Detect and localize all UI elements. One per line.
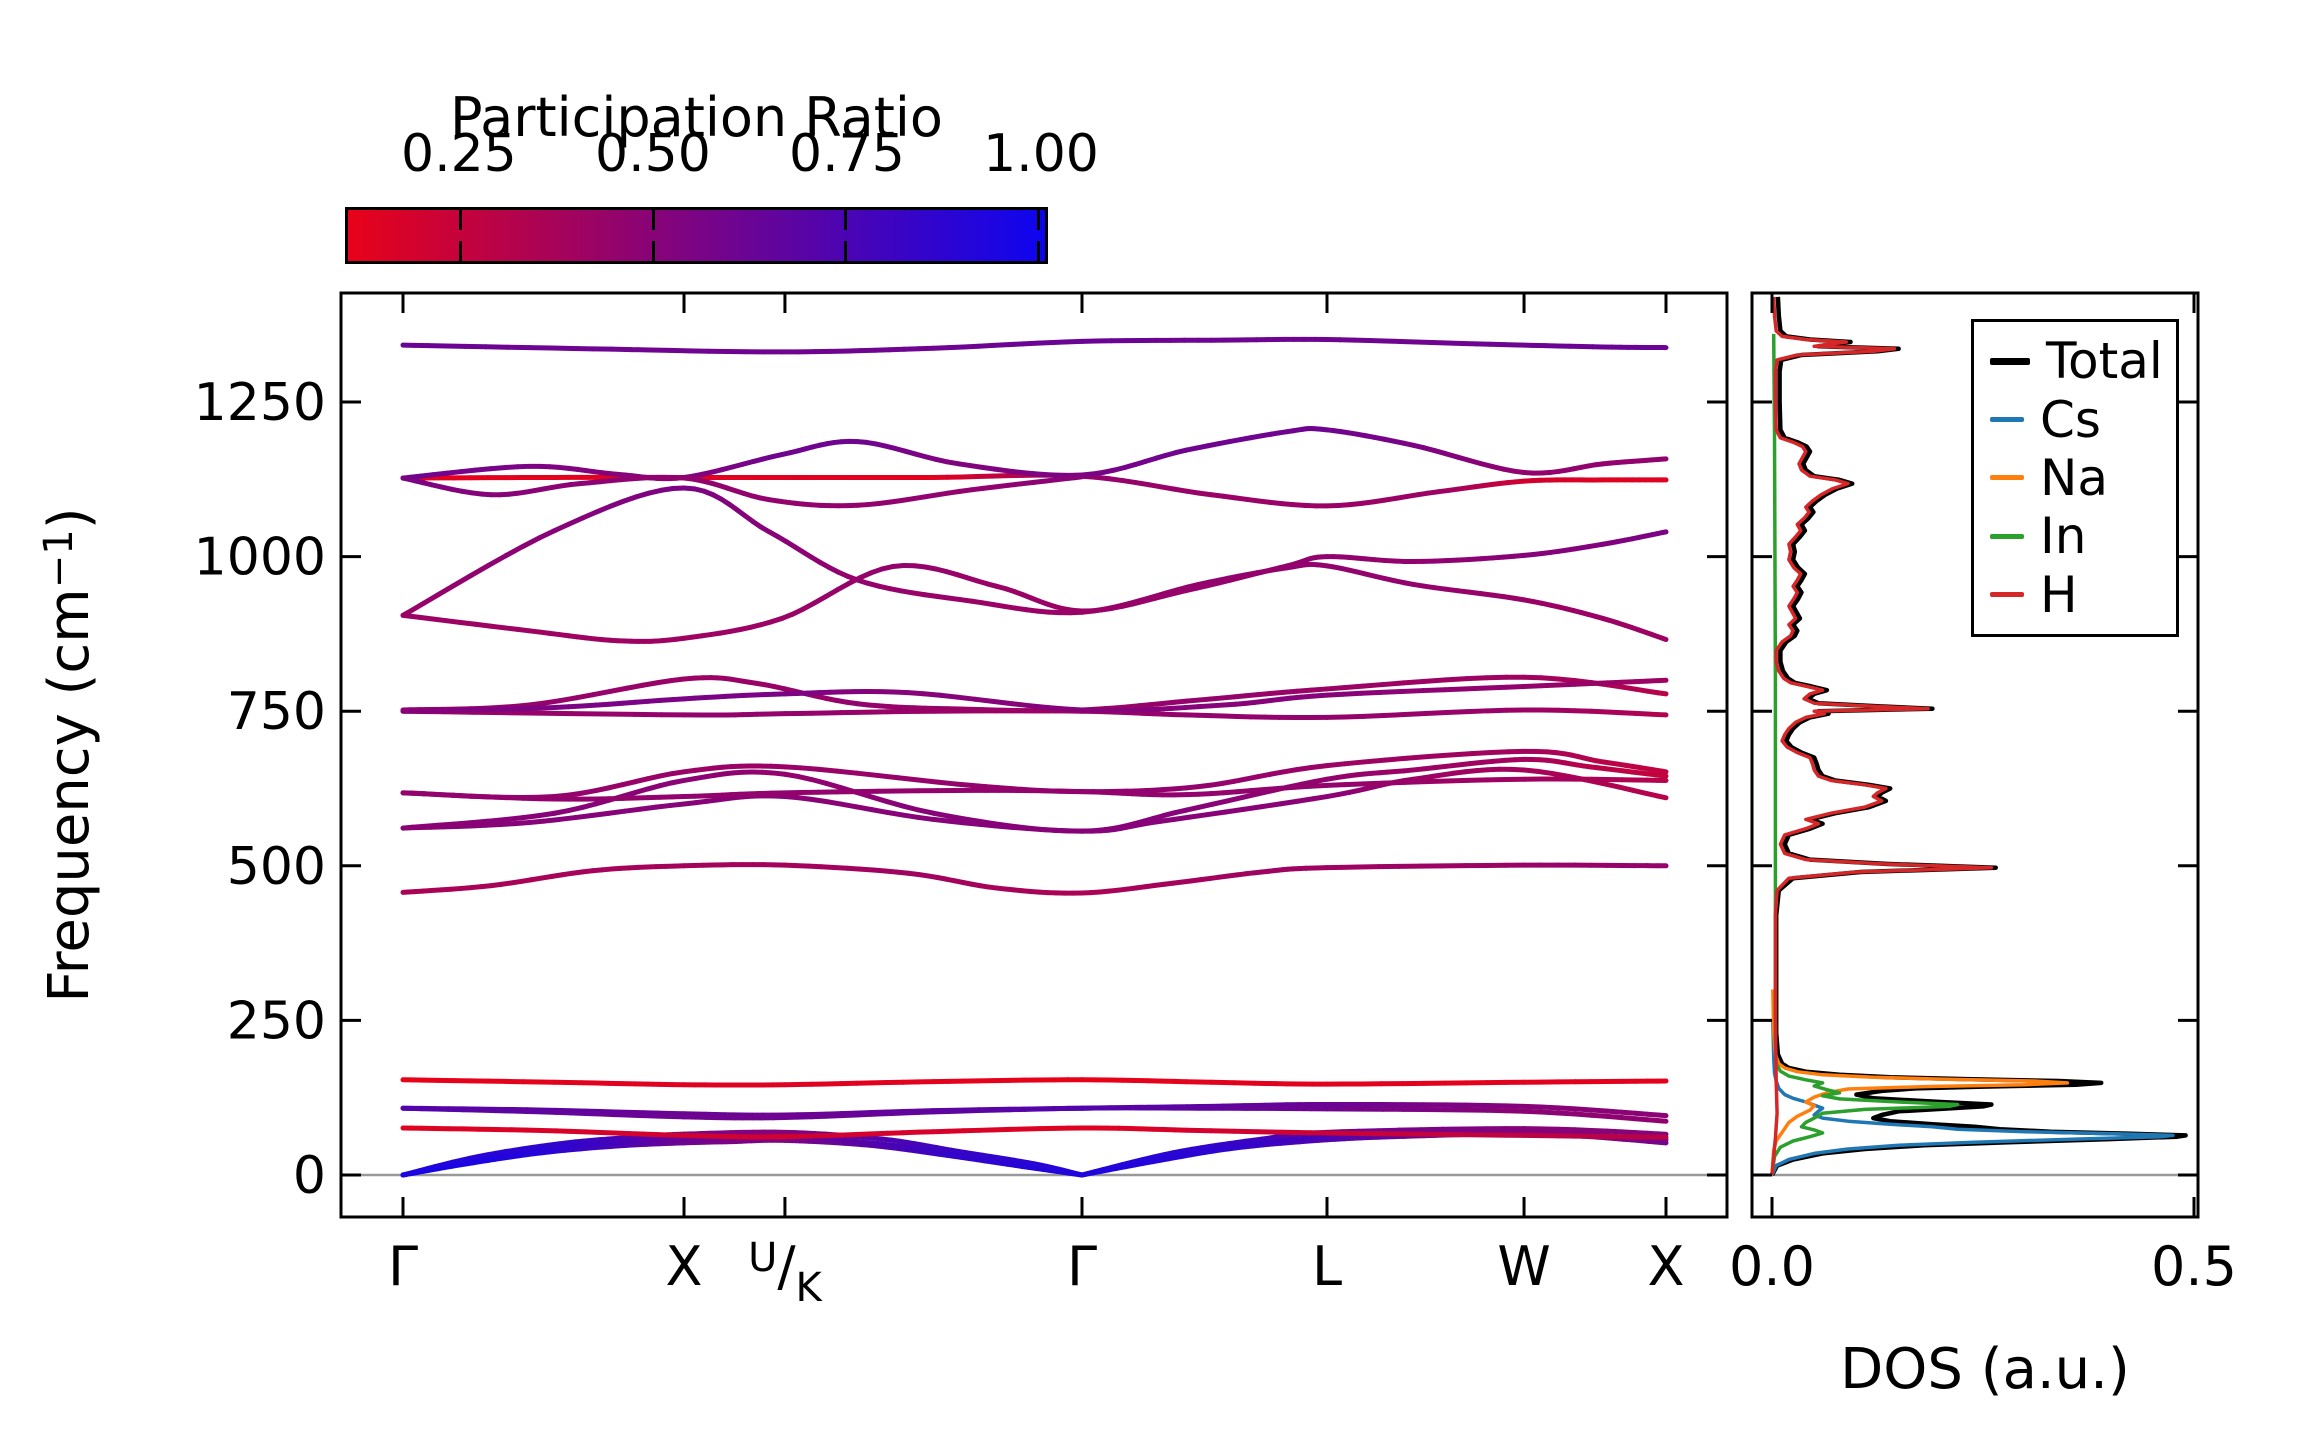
colorbar-tick-mark [652,210,655,230]
dos-x-tick-label: 0.0 [1729,1235,1815,1298]
legend-line-swatch [1990,533,2024,539]
y-tick-label: 0 [293,1146,326,1206]
legend-label: Total [2046,332,2163,391]
band-curve [400,474,1085,509]
y-tick-label: 1250 [194,373,326,433]
colorbar-tick-label: 0.50 [595,124,711,184]
dos-axis-label: DOS (a.u.) [1840,1337,2130,1402]
dos-legend: Total Cs Na In H [1971,319,2179,637]
legend-label: Cs [2040,390,2101,449]
legend-entry-In: In [1990,511,2170,561]
legend-line-swatch [1990,475,2024,481]
colorbar-tick-mark [652,241,655,261]
legend-entry-H: H [1990,570,2170,620]
colorbar-tick-mark [844,241,847,261]
frequency-axis-label: Frequency (cm−1) [36,507,102,1002]
axis-labels: 0 250 500 750 1000 1250 Γ X U/K Γ L W X 0.0 0.5 DOS (a.… [36,373,2237,1402]
colorbar-tick-label: 1.00 [983,124,1099,184]
band-curve [400,485,1669,642]
k-point-label: X [1648,1235,1685,1298]
colorbar-title: Participation Ratio [450,86,943,149]
legend-label: H [2040,565,2078,624]
y-tick-label: 500 [227,837,326,897]
dos-curve-H [1770,296,1994,1176]
band-curve [400,529,1669,644]
colorbar-tick-mark [1037,241,1040,261]
band-panel [341,336,1727,1178]
band-curve [400,1105,1669,1124]
dos-curve-Na [1770,989,2070,1176]
k-point-label: Γ [388,1235,418,1298]
legend-line-swatch [1990,357,2030,365]
k-point-label: U/K [748,1235,823,1311]
legend-label: In [2040,507,2087,566]
colorbar [345,207,1048,264]
dos-panel-frame [1750,291,2200,1219]
k-point-label: Γ [1067,1235,1097,1298]
legend-label: Na [2040,448,2109,507]
legend-line-swatch [1990,417,2024,423]
colorbar-tick-mark [1037,210,1040,230]
k-point-label: W [1497,1235,1550,1298]
band-curve [400,776,1669,802]
legend-line-swatch [1990,592,2024,598]
band-curve [400,674,1669,714]
dos-curves [1770,296,2188,1177]
k-point-label: L [1312,1235,1342,1298]
k-point-label: X [666,1235,703,1298]
colorbar-tick-mark [459,210,462,230]
y-tick-label: 250 [227,991,326,1051]
band-curve [400,336,1669,355]
y-tick-label: 1000 [194,528,326,588]
band-curve [400,1077,1669,1088]
dos-curve-Cs [1770,1020,2175,1176]
dos-x-tick-label: 0.5 [2151,1235,2237,1298]
colorbar-tick-mark [459,241,462,261]
dos-panel [1752,296,2198,1177]
colorbar-tick-label: 0.25 [400,124,517,184]
legend-entry-Cs: Cs [1990,395,2170,445]
tick-marks [341,293,2198,1217]
y-tick-label: 750 [227,682,326,742]
colorbar-tick-mark [844,210,847,230]
band-curve [400,426,1669,482]
legend-entry-Na: Na [1990,453,2170,503]
band-curve [400,677,1669,714]
band-curve [400,1125,1669,1140]
colorbar-tick-label: 0.75 [789,124,905,184]
band-curves [400,336,1669,1178]
band-curve [400,862,1669,896]
legend-entry-Total: Total [1990,336,2170,386]
band-panel-frame [339,291,1729,1219]
